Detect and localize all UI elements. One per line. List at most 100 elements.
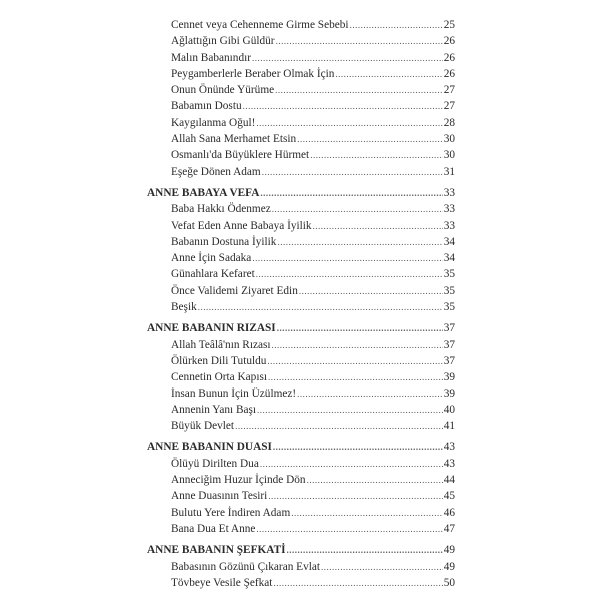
dot-leader	[313, 218, 443, 234]
toc-entry: Onun Önünde Yürüme 27	[147, 82, 455, 98]
page-number: 25	[443, 19, 455, 31]
toc-entry: Annenin Yanı Başı 40	[147, 402, 455, 418]
section-heading: ANNE BABANIN ŞEFKATİ 49	[147, 542, 455, 558]
entry-title: Baba Hakkı Ödenmez	[171, 203, 271, 216]
toc-section: ANNE BABANIN DUASI 43 Ölüyü Dirilten Dua 43…	[147, 439, 455, 537]
toc-entry: Kaygılanma Oğul! 28	[147, 115, 455, 131]
page-number: 35	[443, 301, 455, 314]
toc-section: ANNE BABANIN RIZASI37Allah Teâlâ'nın Rız…	[147, 320, 455, 434]
entry-title: Bana Dua Et Anne	[171, 522, 256, 535]
page-number: 30	[443, 133, 455, 146]
toc-entry: Ölüyü Dirilten Dua 43	[147, 456, 455, 472]
entry-title: Cennet veya Cehenneme Girme Sebebi	[171, 19, 349, 31]
dot-leader	[297, 386, 443, 402]
toc-entry: Babamın Dostu 27	[147, 98, 455, 114]
toc-entry: Allah Sana Merhamet Etsin 30	[147, 131, 455, 147]
page-number: 33	[443, 219, 455, 232]
toc-entry: Cennetin Orta Kapısı 39	[147, 369, 455, 385]
dot-leader	[252, 50, 443, 66]
dot-leader	[350, 17, 443, 33]
page-number: 49	[443, 560, 455, 573]
dot-leader	[277, 234, 442, 250]
page-number: 27	[443, 100, 455, 113]
entry-title: Beşik	[171, 301, 197, 314]
entry-title: ANNE BABANIN DUASI	[147, 441, 272, 454]
entry-title: Annenin Yanı Başı	[171, 403, 257, 416]
dot-leader	[260, 185, 442, 201]
entry-title: Peygamberlerle Beraber Olmak İçin	[171, 67, 335, 80]
toc-entry: Ölürken Dili Tutuldu 37	[147, 353, 455, 369]
toc-entry: Allah Teâlâ'nın Rızası 37	[147, 337, 455, 353]
toc-entry: Babasının Gözünü Çıkaran Evlat 49	[147, 559, 455, 575]
toc-entry: Ağlattığın Gibi Güldür 26	[147, 33, 455, 49]
section-heading: ANNE BABANIN DUASI 43	[147, 439, 455, 455]
toc-entry: Malın Babanındır 26	[147, 50, 455, 66]
toc-entry: Anneciğim Huzur İçinde Dön 44	[147, 472, 455, 488]
dot-leader	[335, 66, 442, 82]
toc-entry: Büyük Devlet 41	[147, 418, 455, 434]
toc-entry: Vefat Eden Anne Babaya İyilik 33	[147, 218, 455, 234]
toc-entry: Tövbeye Vesile Şefkat 50	[147, 575, 455, 591]
page-number: 46	[443, 506, 455, 519]
page-number: 26	[443, 67, 455, 80]
page-number: 34	[443, 235, 455, 248]
entry-title: ANNE BABANIN RIZASI	[147, 322, 276, 335]
entry-title: Babanın Dostuna İyilik	[171, 235, 277, 248]
dot-leader	[268, 369, 443, 385]
toc-entry: Peygamberlerle Beraber Olmak İçin 26	[147, 66, 455, 82]
toc-entry: Beşik 35	[147, 299, 455, 315]
dot-leader	[198, 299, 443, 315]
entry-title: Önce Validemi Ziyaret Edin	[171, 284, 298, 297]
page-number: 39	[443, 387, 455, 400]
dot-leader	[256, 115, 442, 131]
dot-leader	[243, 98, 443, 114]
dot-leader	[307, 472, 443, 488]
page-number: 37	[443, 322, 455, 335]
section-heading: ANNE BABAYA VEFA 33	[147, 185, 455, 201]
entry-title: Babasının Gözünü Çıkaran Evlat	[171, 560, 321, 573]
toc-sections: ANNE BABAYA VEFA33Baba Hakkı Ödenmez33Ve…	[147, 185, 455, 591]
entry-title: Osmanlı'da Büyüklere Hürmet	[171, 149, 310, 162]
page-number: 33	[443, 186, 455, 199]
toc-entry: Osmanlı'da Büyüklere Hürmet 30	[147, 147, 455, 163]
dot-leader	[272, 201, 443, 217]
toc-section: ANNE BABANIN ŞEFKATİ49Babasının Gözünü Ç…	[147, 542, 455, 591]
table-of-contents: Cennet veya Cehenneme Girme Sebebi 25 Ağla…	[147, 17, 455, 591]
page-number: 50	[443, 576, 455, 589]
toc-entry: Bulutu Yere İndiren Adam 46	[147, 505, 455, 521]
page-number: 45	[443, 490, 455, 503]
page-number: 30	[443, 149, 455, 162]
toc-section: ANNE BABAYA VEFA33Baba Hakkı Ödenmez33Ve…	[147, 185, 455, 315]
page-number: 39	[443, 371, 455, 384]
dot-leader	[262, 164, 443, 180]
page-number: 31	[443, 165, 455, 178]
entry-title: ANNE BABANIN ŞEFKATİ	[147, 544, 286, 557]
page-number: 37	[443, 354, 455, 367]
toc-entry: Baba Hakkı Ödenmez 33	[147, 201, 455, 217]
dot-leader	[273, 575, 442, 591]
toc-entry: Cennet veya Cehenneme Girme Sebebi 25	[147, 17, 455, 33]
dot-leader	[275, 82, 443, 98]
dot-leader	[252, 250, 442, 266]
entry-title: Cennetin Orta Kapısı	[171, 371, 268, 384]
dot-leader	[256, 521, 442, 537]
entry-title: İnsan Bunun İçin Üzülmez!	[171, 387, 297, 400]
lead-entries: Cennet veya Cehenneme Girme Sebebi 25 Ağla…	[147, 17, 455, 180]
entry-title: Babamın Dostu	[171, 100, 242, 113]
dot-leader	[277, 320, 443, 336]
page-number: 47	[443, 522, 455, 535]
toc-entry: Önce Validemi Ziyaret Edin 35	[147, 283, 455, 299]
page-number: 40	[443, 403, 455, 416]
dot-leader	[297, 131, 443, 147]
page-number: 28	[443, 116, 455, 129]
dot-leader	[267, 353, 442, 369]
entry-title: Anneciğim Huzur İçinde Dön	[171, 474, 306, 487]
dot-leader	[291, 505, 442, 521]
page-number: 26	[443, 51, 455, 64]
entry-title: Anne Duasının Tesiri	[171, 490, 268, 503]
entry-title: Bulutu Yere İndiren Adam	[171, 506, 291, 519]
dot-leader	[268, 488, 442, 504]
page-number: 41	[443, 420, 455, 433]
entry-title: Onun Önünde Yürüme	[171, 84, 275, 97]
page-number: 49	[443, 544, 455, 557]
